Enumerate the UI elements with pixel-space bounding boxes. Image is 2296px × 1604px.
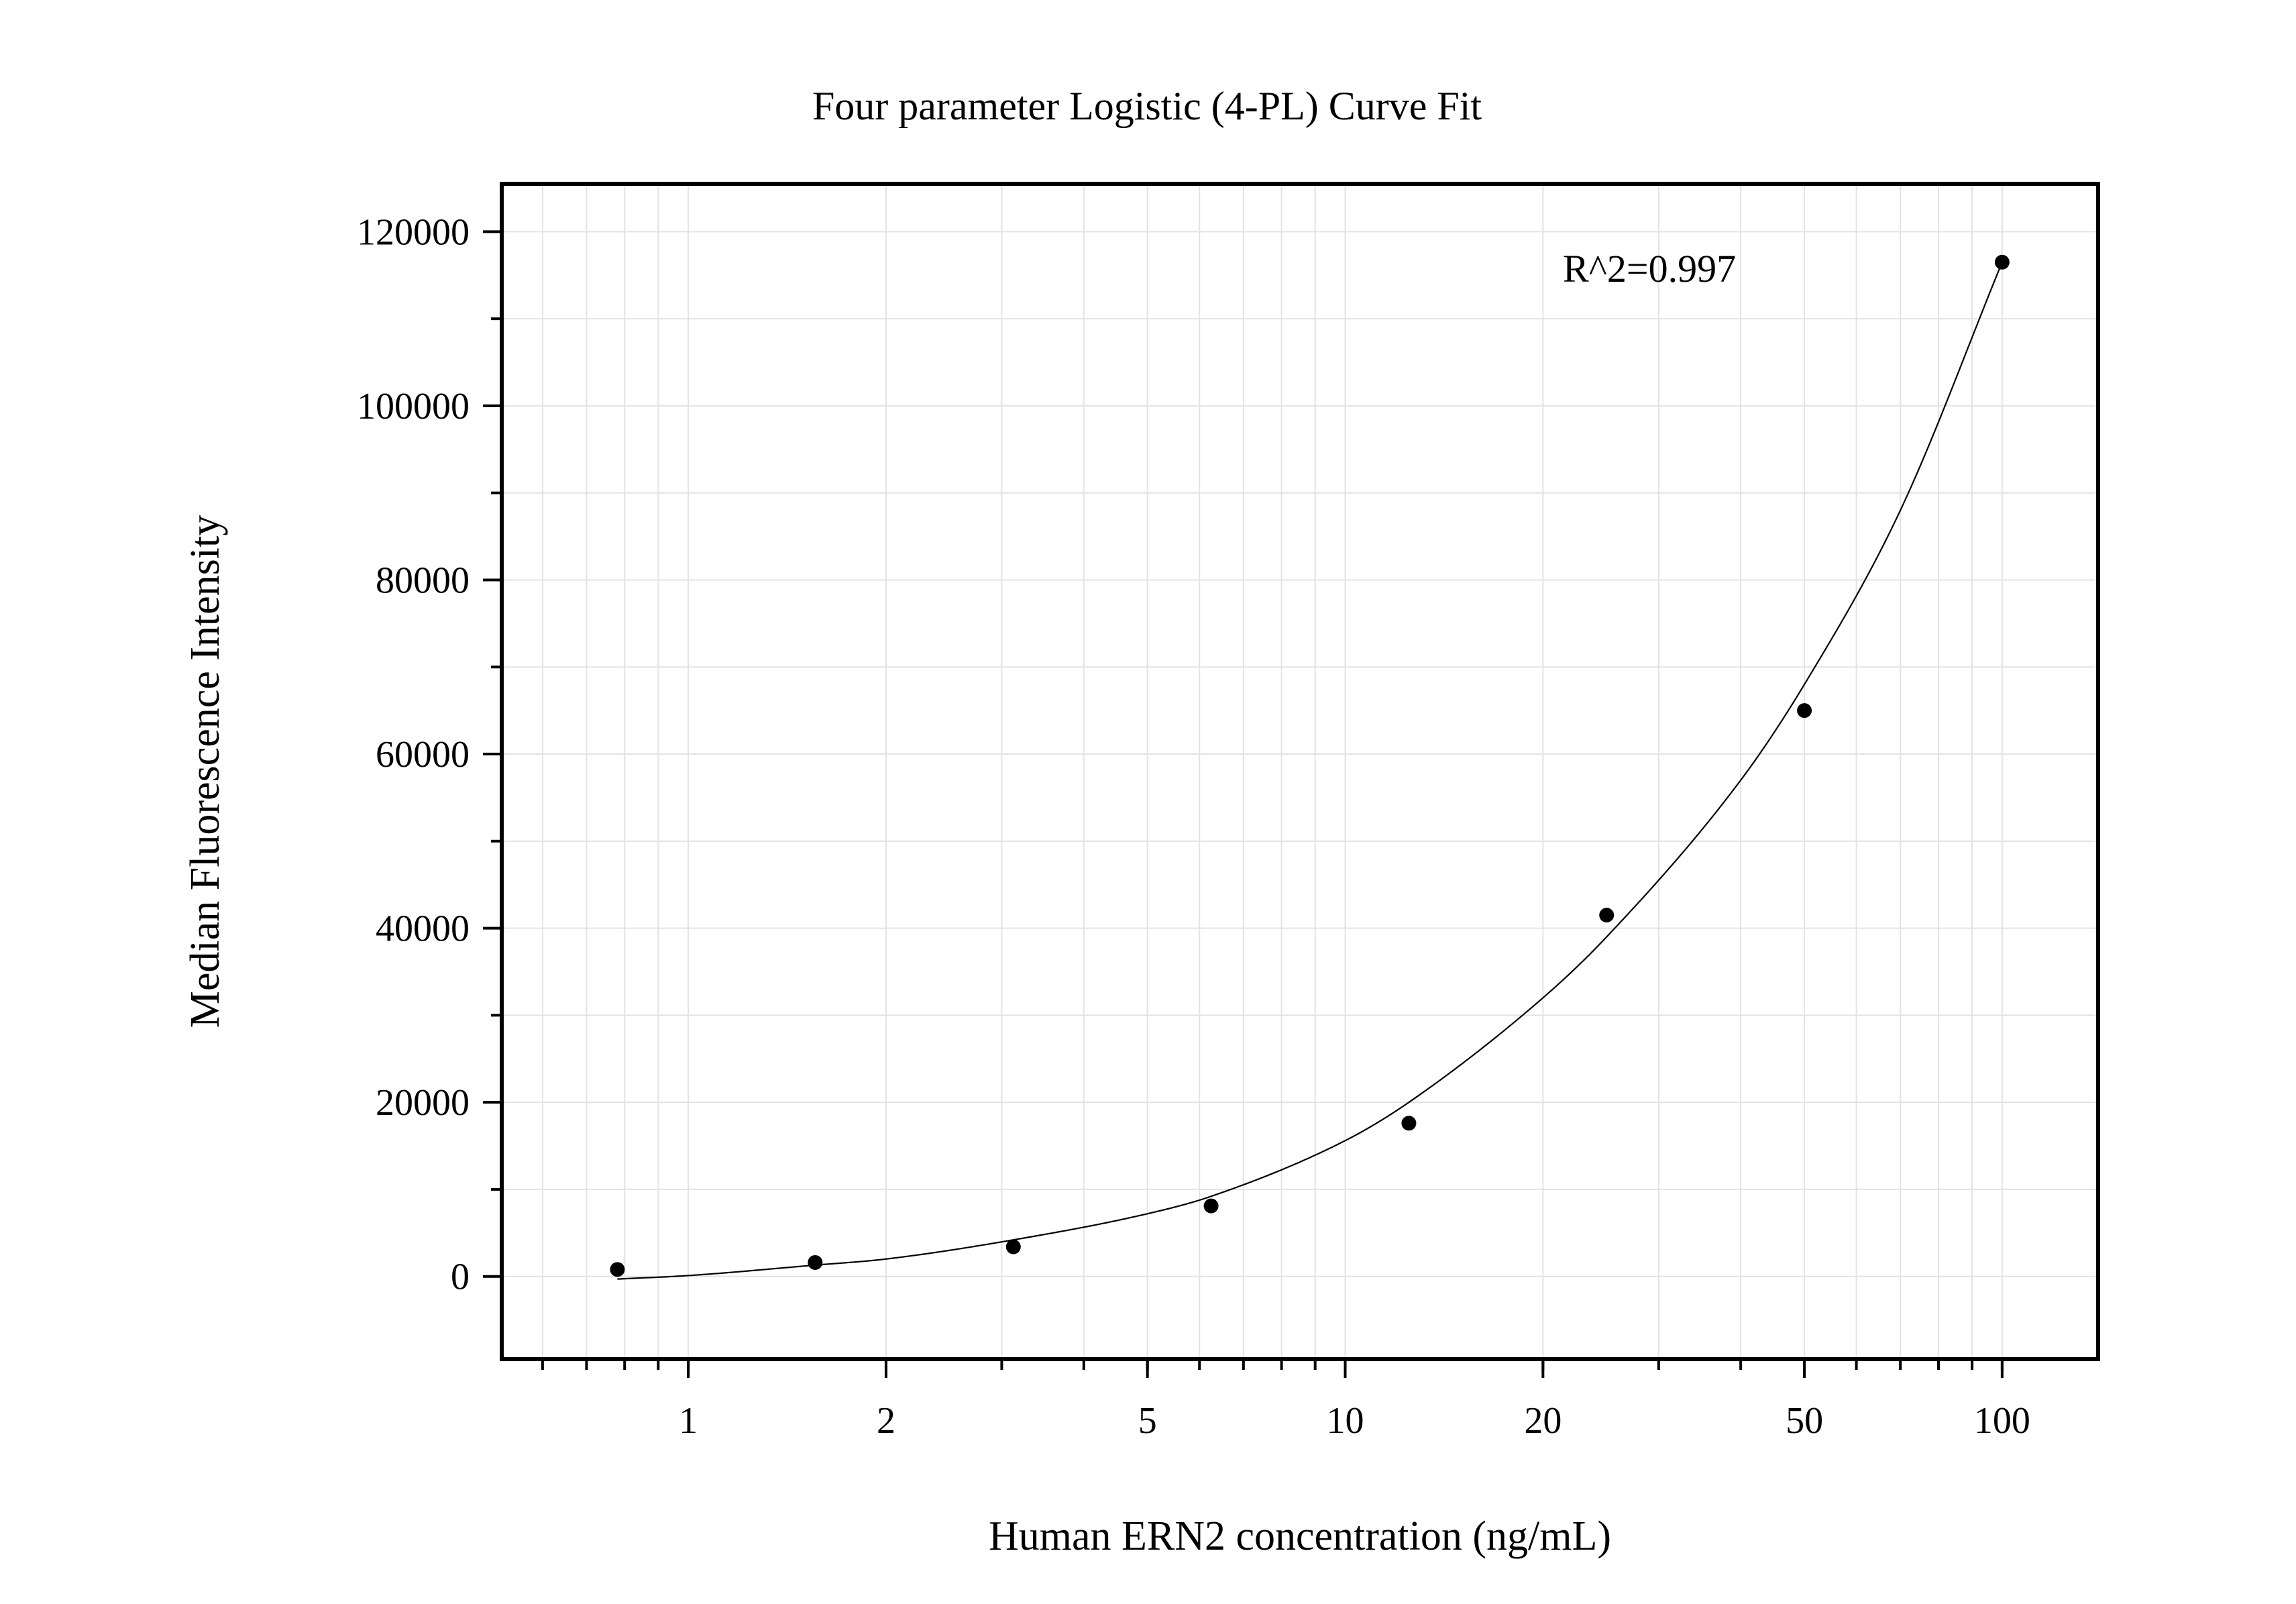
x-axis: 1 2 5 10 20 50 100 — [541, 1359, 2030, 1442]
data-point — [1599, 908, 1615, 923]
x-tick-label: 50 — [1786, 1400, 1823, 1442]
data-point — [1203, 1198, 1219, 1214]
x-tick-label: 1 — [679, 1400, 698, 1442]
y-tick-label: 120000 — [357, 211, 470, 253]
plot-frame — [500, 182, 2100, 1361]
fit-curve — [617, 262, 2003, 1280]
y-tick-label: 100000 — [357, 386, 470, 427]
data-point — [808, 1254, 823, 1270]
x-tick-label: 100 — [1974, 1400, 2030, 1442]
x-tick-label: 10 — [1327, 1400, 1364, 1442]
r-squared-annotation: R^2=0.997 — [1563, 247, 1736, 290]
chart-title: Four parameter Logistic (4-PL) Curve Fit — [812, 84, 1482, 128]
y-axis: 0 20000 40000 60000 80000 100000 120000 — [357, 211, 502, 1298]
x-tick-label: 2 — [877, 1400, 895, 1442]
y-tick-label: 60000 — [376, 734, 470, 776]
plot-area — [500, 182, 2100, 1361]
y-tick-label: 20000 — [376, 1082, 470, 1124]
data-point — [1005, 1239, 1021, 1254]
data-point — [610, 1262, 625, 1277]
data-points — [610, 254, 2010, 1277]
grid — [502, 184, 2098, 1359]
x-tick-label: 5 — [1138, 1400, 1157, 1442]
data-point — [1994, 254, 2010, 270]
y-tick-label: 80000 — [376, 559, 470, 601]
data-point — [1797, 703, 1812, 718]
x-tick-label: 20 — [1524, 1400, 1562, 1442]
y-tick-label: 40000 — [376, 908, 470, 950]
x-axis-label: Human ERN2 concentration (ng/mL) — [989, 1513, 1611, 1559]
y-axis-label: Median Fluorescence Intensity — [182, 515, 228, 1028]
data-point — [1401, 1116, 1417, 1131]
y-tick-label: 0 — [451, 1257, 470, 1298]
